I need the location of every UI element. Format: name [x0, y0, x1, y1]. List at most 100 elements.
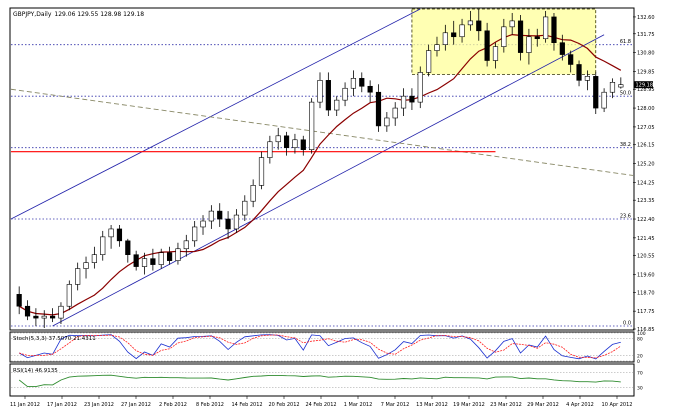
candle-body: [342, 87, 348, 101]
candle-body: [426, 50, 432, 73]
fib-label-0: 61.8: [620, 39, 631, 45]
price-tick-label: 122.40: [637, 217, 655, 223]
candle-body: [584, 76, 590, 81]
price-axis: 132.60 131.75 130.80 129.85 128.95 128.00 127.…: [633, 15, 655, 333]
chart-title: GBPJPY,Daily 129.06 129.55 128.98 129.18: [13, 11, 144, 18]
stochastic-label: Stoch(5,3,3) 37.5070 21.4311: [13, 336, 96, 342]
date-tick-label: 19 Mar 2012: [453, 402, 485, 408]
last-price-box: [634, 81, 653, 89]
candle-body: [116, 228, 123, 242]
price-tick-label: 126.15: [637, 143, 655, 149]
candle-body: [334, 99, 340, 111]
candle-body: [375, 91, 382, 127]
price-tick-label: 127.05: [637, 125, 655, 131]
candle-body: [325, 80, 331, 111]
candle-body: [367, 85, 373, 93]
candle-body: [467, 20, 474, 26]
candle-body: [618, 84, 624, 88]
rsi-level-label: 30: [637, 386, 643, 392]
candle-body: [133, 254, 139, 267]
price-tick-label: 117.75: [637, 309, 655, 315]
stoch-level-label: 100: [637, 331, 646, 337]
candle-body: [16, 294, 22, 307]
candle-body: [309, 101, 315, 150]
date-tick-label: 13 Mar 2012: [416, 402, 448, 408]
candle-body: [100, 236, 106, 255]
candle-body: [150, 258, 156, 265]
candle-body: [476, 20, 482, 32]
candle-body: [501, 26, 507, 47]
stoch-level-label: 0: [637, 359, 640, 365]
candle-body: [200, 220, 206, 228]
candle-body: [242, 200, 248, 216]
candle-body: [158, 252, 164, 265]
candle-body: [359, 78, 365, 87]
candle-body: [492, 46, 499, 61]
candle-body: [517, 20, 524, 53]
candle-body: [601, 91, 607, 109]
candle-body: [509, 20, 515, 28]
candle-body: [50, 315, 56, 319]
candle-body: [576, 64, 582, 81]
stoch-d-line: [19, 334, 622, 359]
price-tick-label: 118.70: [637, 290, 655, 296]
date-tick-label: 17 Jan 2012: [47, 402, 77, 408]
date-tick-label: 23 Mar 2012: [490, 402, 522, 408]
date-tick-label: 7 Mar 2012: [381, 402, 410, 408]
price-tick-label: 128.00: [637, 106, 655, 112]
date-tick-label: 23 Jan 2012: [84, 402, 114, 408]
price-tick-label: 116.85: [637, 327, 655, 333]
price-tick-label: 130.80: [637, 51, 655, 57]
candle-body: [208, 210, 214, 222]
candle-body: [384, 117, 390, 127]
candle-body: [559, 42, 565, 55]
date-tick-label: 4 Apr 2012: [566, 402, 594, 408]
candle-body: [125, 240, 131, 255]
price-tick-label: 124.25: [637, 180, 655, 186]
channel-upper-line: [10, 8, 421, 220]
candle-body: [275, 135, 281, 143]
date-axis: 11 Jan 2012 17 Jan 2012 23 Jan 2012 27 Jan …: [10, 396, 632, 408]
date-tick-label: 1 Mar 2012: [344, 402, 373, 408]
date-tick-label: 20 Feb 2012: [268, 402, 299, 408]
candle-body: [75, 268, 81, 285]
candle-body: [233, 214, 240, 230]
fib-label-3: 23.6: [620, 214, 631, 220]
candle-body: [258, 157, 265, 186]
candle-body: [108, 228, 114, 238]
candle-body: [250, 185, 256, 202]
candle-body: [175, 248, 181, 261]
last-price-label: 129.18: [636, 83, 654, 89]
fib-label-2: 38.2: [620, 142, 631, 148]
date-tick-label: 8 Feb 2012: [196, 402, 224, 408]
candle-body: [300, 139, 306, 150]
candle-body: [66, 284, 72, 307]
candle-body: [442, 32, 448, 45]
date-tick-label: 2 Feb 2012: [159, 402, 187, 408]
stoch-level-label: 20: [637, 353, 643, 359]
candle-body: [166, 252, 173, 261]
candle-body: [417, 72, 423, 103]
candle-body: [217, 210, 223, 220]
candles: [16, 9, 624, 329]
price-tick-label: 128.95: [637, 87, 655, 93]
candle-body: [543, 16, 549, 40]
rsi-line: [18, 374, 621, 388]
fib-label-1: 50.0: [620, 91, 631, 97]
date-tick-label: 24 Feb 2012: [305, 402, 336, 408]
date-tick-label: 27 Jan 2012: [121, 402, 151, 408]
candle-body: [183, 240, 189, 250]
candle-body: [192, 226, 198, 242]
candle-body: [91, 254, 97, 263]
candle-body: [451, 32, 457, 38]
candle-body: [392, 107, 398, 119]
candle-body: [409, 95, 415, 103]
price-tick-label: 120.55: [637, 254, 655, 260]
price-tick-label: 121.45: [637, 236, 655, 242]
price-tick-label: 131.75: [637, 32, 655, 38]
stoch-level-label: 80: [637, 337, 643, 343]
candle-body: [400, 95, 407, 109]
